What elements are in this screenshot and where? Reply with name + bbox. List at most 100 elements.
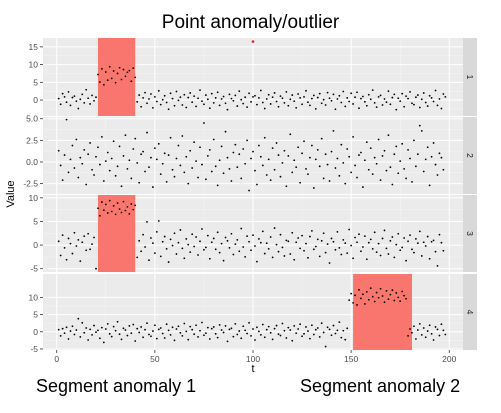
data-point [420, 333, 423, 336]
data-point [257, 144, 260, 147]
data-point [195, 236, 197, 238]
data-point [320, 137, 323, 140]
data-point [375, 291, 378, 294]
data-point [181, 335, 184, 337]
data-point [236, 238, 239, 241]
data-point [91, 333, 93, 336]
data-point [150, 93, 152, 95]
data-point [358, 233, 360, 236]
data-point [263, 107, 266, 110]
data-point [179, 331, 182, 334]
data-point [75, 100, 78, 103]
data-point [275, 142, 278, 144]
data-point [179, 96, 182, 99]
data-point [175, 253, 178, 255]
data-point [365, 290, 368, 293]
data-point [67, 237, 70, 240]
data-point [91, 94, 93, 97]
data-point [210, 92, 213, 95]
data-point [263, 136, 266, 139]
anomaly-highlight-rect [97, 38, 136, 116]
data-point [250, 157, 252, 160]
data-point [297, 328, 300, 330]
data-point [136, 161, 139, 164]
data-point [199, 329, 201, 332]
data-point [309, 156, 311, 159]
data-point [124, 209, 127, 212]
data-point [197, 336, 199, 338]
data-point [354, 294, 356, 297]
data-point [279, 233, 282, 236]
data-point [269, 236, 272, 238]
data-point [248, 321, 250, 324]
data-point [100, 326, 103, 329]
data-point [422, 327, 425, 329]
data-point [430, 97, 433, 99]
data-point [324, 104, 327, 106]
data-point [175, 157, 178, 160]
data-point [314, 245, 317, 248]
data-point [138, 94, 141, 96]
data-point [373, 300, 376, 303]
facet-strip [463, 117, 477, 194]
data-point [310, 144, 313, 147]
data-point [269, 179, 272, 182]
data-point [405, 297, 407, 300]
data-point [375, 106, 378, 109]
data-point [371, 89, 374, 92]
data-point [148, 166, 150, 169]
data-point [138, 239, 141, 242]
data-point [346, 97, 349, 99]
data-point [301, 103, 303, 106]
data-point [238, 90, 241, 93]
data-point [407, 240, 409, 243]
data-point [189, 251, 192, 254]
data-point [322, 331, 325, 334]
data-point [163, 235, 166, 238]
data-point [57, 97, 60, 100]
data-point [69, 104, 72, 107]
x-axis-label: t [251, 363, 254, 375]
data-point [122, 327, 125, 330]
data-point [95, 331, 97, 334]
data-point [297, 237, 300, 239]
data-point [297, 93, 300, 95]
data-point [152, 330, 154, 332]
data-point [232, 335, 235, 338]
data-point [295, 106, 298, 109]
data-point [104, 328, 107, 330]
data-point [100, 67, 103, 70]
data-point [381, 295, 384, 297]
data-point [289, 329, 292, 331]
data-point [140, 153, 143, 156]
data-point [169, 333, 172, 336]
data-point [142, 233, 144, 236]
data-point [330, 237, 333, 240]
y-tick-label: 0 [33, 240, 38, 250]
data-point [383, 98, 386, 100]
data-point [391, 289, 394, 292]
data-point [159, 103, 162, 106]
data-point [356, 176, 358, 179]
data-point [261, 230, 264, 233]
data-point [442, 93, 445, 95]
data-point [159, 173, 162, 176]
data-point [252, 95, 254, 98]
data-point [346, 148, 349, 150]
data-point [287, 155, 290, 157]
data-point [326, 326, 329, 329]
data-point [395, 292, 398, 294]
data-point [428, 94, 431, 97]
data-point [130, 80, 133, 83]
data-point [330, 99, 333, 102]
data-point [69, 242, 72, 245]
data-point [413, 325, 415, 328]
data-point [413, 139, 415, 142]
data-point [106, 212, 109, 214]
y-tick-label: 5 [33, 77, 38, 87]
data-point [75, 245, 78, 247]
data-point [363, 235, 366, 237]
data-point [222, 259, 225, 262]
data-point [148, 333, 150, 336]
data-point [318, 255, 321, 258]
